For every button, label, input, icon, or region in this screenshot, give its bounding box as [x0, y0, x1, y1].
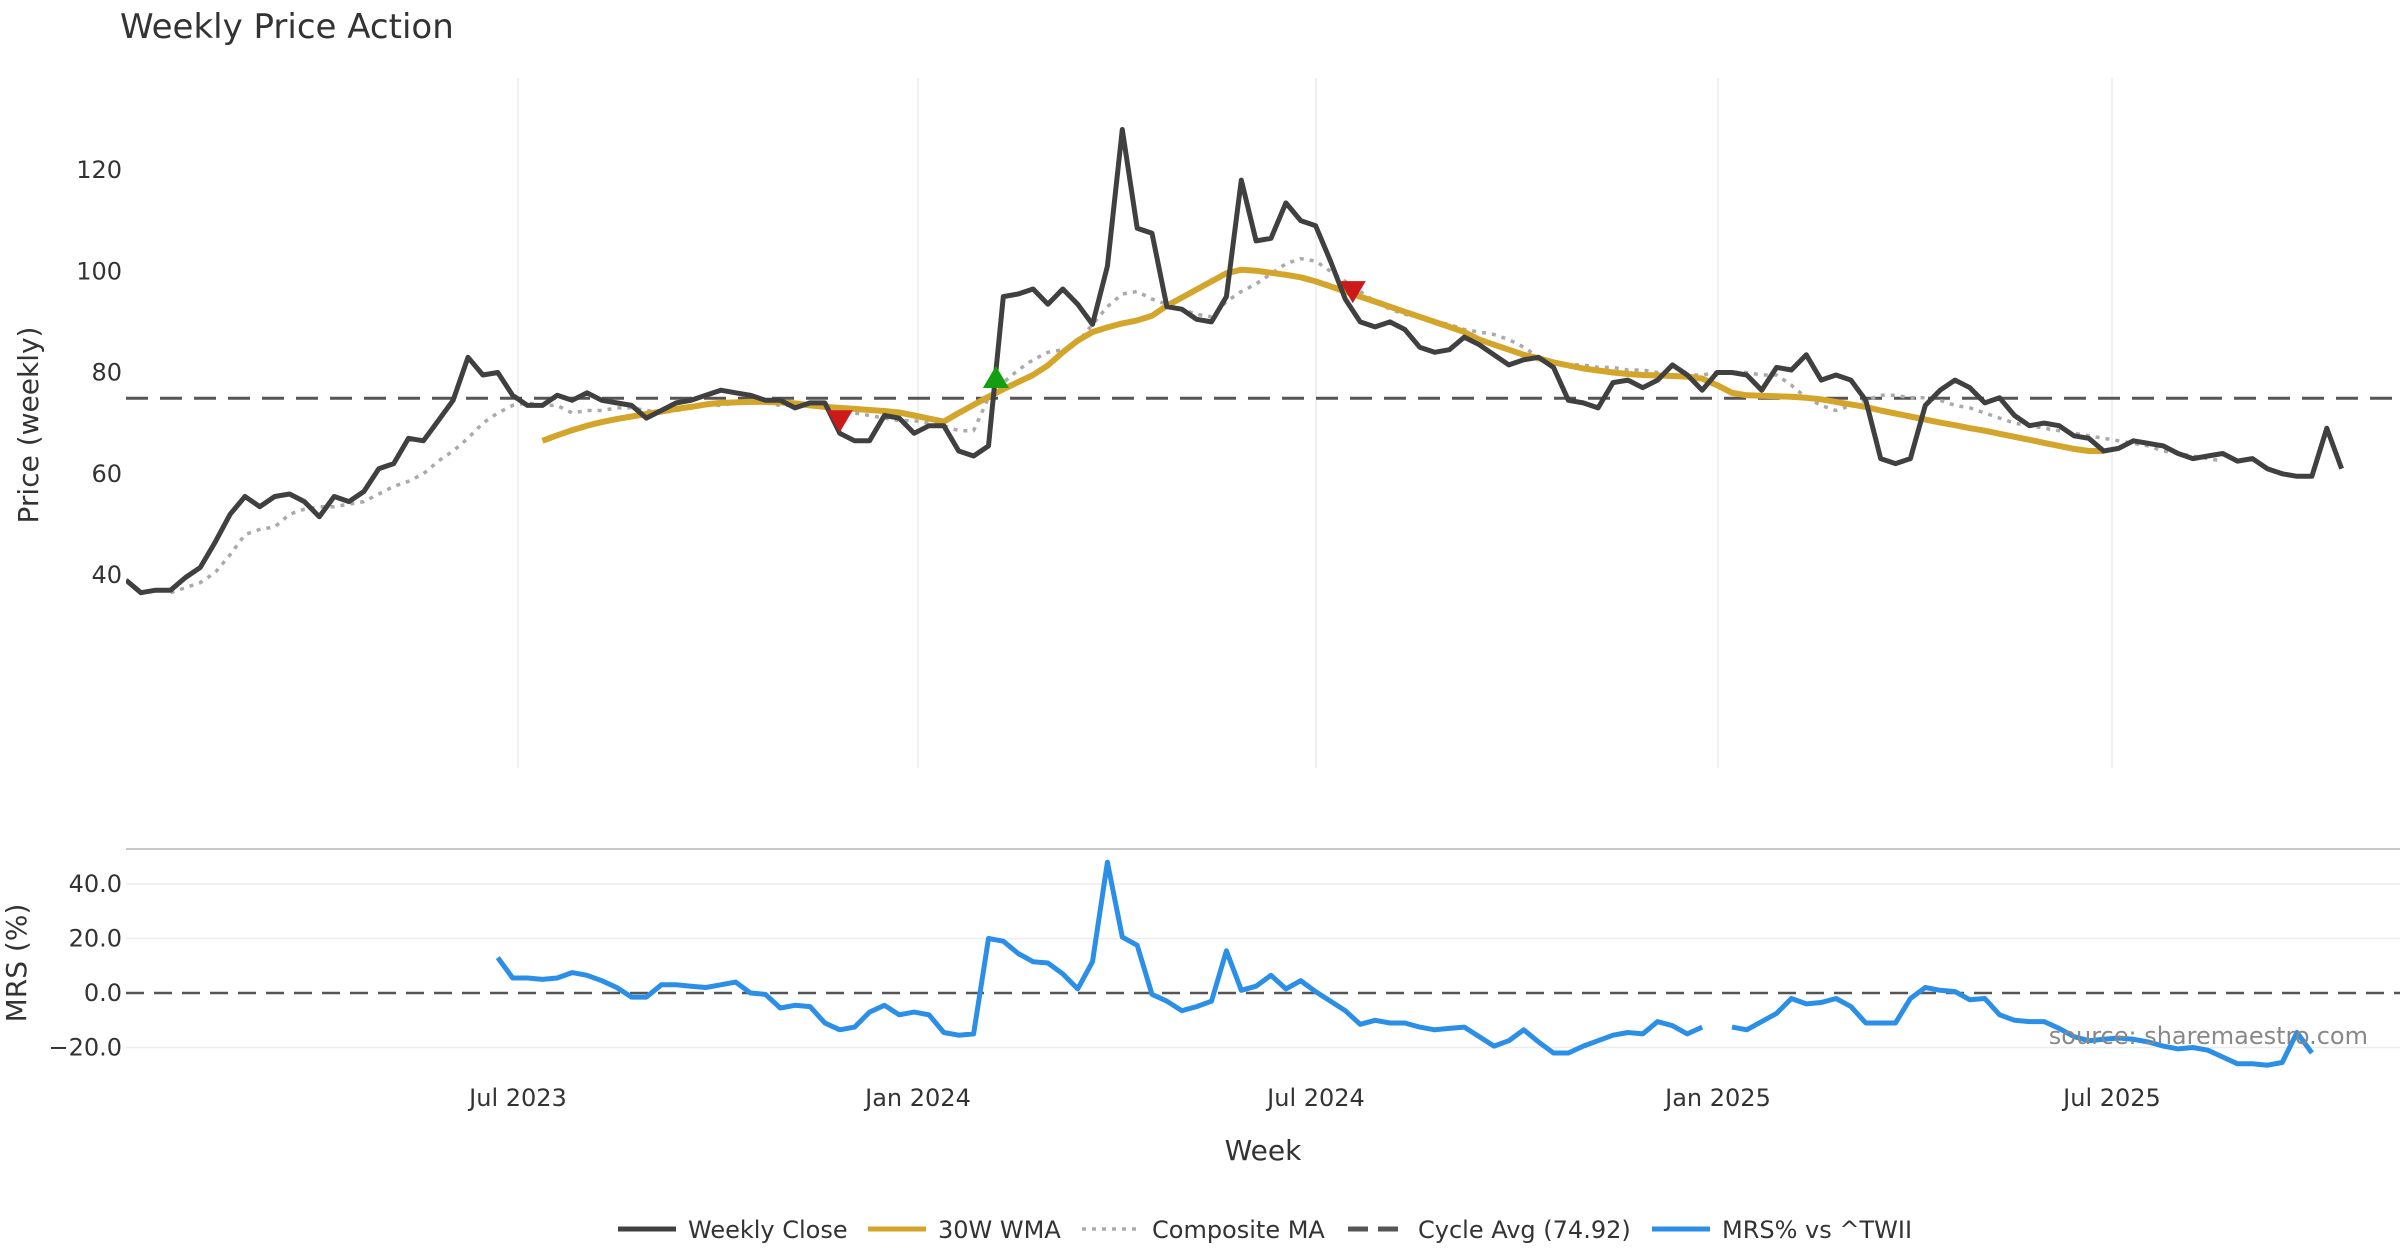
mrs-y-label: MRS (%): [0, 904, 33, 1023]
x-tick-label: Jul 2025: [2061, 1084, 2161, 1112]
composite-ma-line: [170, 256, 2223, 595]
source-note: source: sharemaestro.com: [2049, 1022, 2368, 1050]
sell-signal-marker: [826, 410, 853, 433]
price-y-label: Price (weekly): [12, 327, 45, 524]
mrs-y-tick: −20.0: [48, 1034, 122, 1062]
mrs-y-tick: 40.0: [69, 870, 122, 898]
price-y-tick: 40: [91, 561, 122, 589]
chart-title: Weekly Price Action: [120, 7, 454, 47]
mrs-y-tick: 0.0: [84, 979, 122, 1007]
mrs-line: [495, 859, 2314, 1068]
price-y-tick: 120: [76, 156, 122, 184]
sell-signal-marker: [1339, 281, 1366, 304]
legend-label: Weekly Close: [688, 1216, 848, 1244]
price-y-axis: 40 60 80 100 120: [76, 156, 122, 589]
x-tick-label: Jul 2023: [467, 1084, 567, 1112]
signal-markers: [826, 281, 1366, 433]
gridlines: [126, 78, 2400, 1049]
price-y-tick: 60: [91, 460, 122, 488]
price-y-tick: 100: [76, 257, 122, 285]
price-series-group: [126, 127, 2344, 596]
x-tick-label: Jan 2025: [1663, 1084, 1771, 1112]
weekly-close-line: [126, 127, 2344, 596]
x-axis: Jul 2023 Jan 2024 Jul 2024 Jan 2025 Jul 2025: [467, 1084, 2161, 1112]
legend-label: Composite MA: [1152, 1216, 1325, 1244]
legend-label: MRS% vs ^TWII: [1722, 1216, 1912, 1244]
legend: Weekly Close 30W WMA Composite MA Cycle Avg…: [618, 1216, 1912, 1244]
x-tick-label: Jan 2024: [863, 1084, 971, 1112]
price-y-tick: 80: [91, 359, 122, 387]
mrs-y-tick: 20.0: [69, 925, 122, 953]
legend-label: 30W WMA: [938, 1216, 1061, 1244]
mrs-series-group: [495, 859, 2314, 1068]
x-tick-label: Jul 2024: [1265, 1084, 1365, 1112]
buy-signal-marker: [982, 365, 1009, 388]
x-axis-label: Week: [1225, 1134, 1302, 1167]
legend-label: Cycle Avg (74.92): [1418, 1216, 1631, 1244]
mrs-y-axis: 40.0 20.0 0.0 −20.0: [48, 870, 122, 1062]
cycle-avg-group: [126, 396, 2400, 995]
